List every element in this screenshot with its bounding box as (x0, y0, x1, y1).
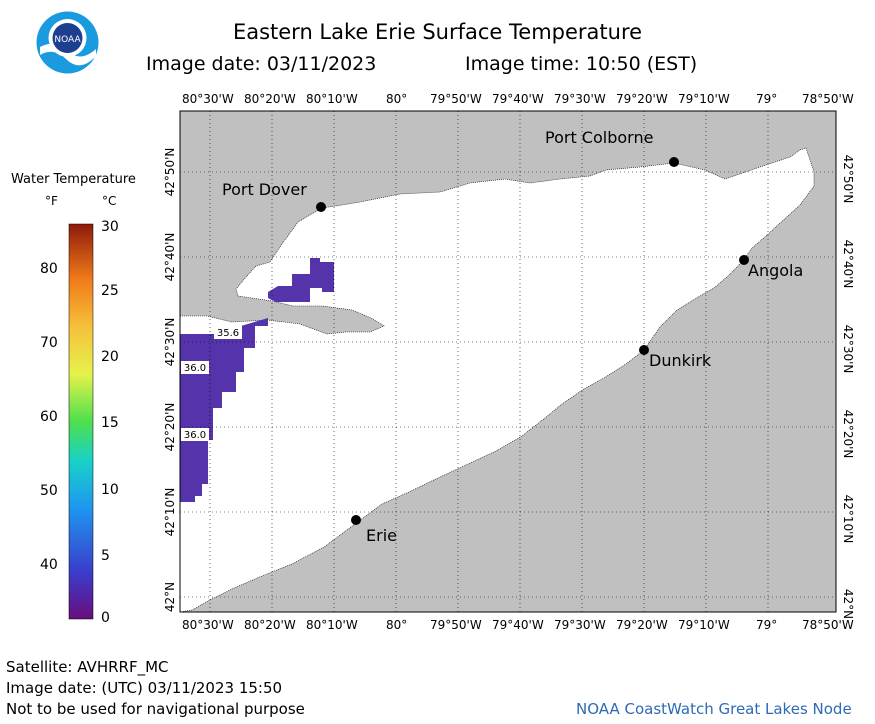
lon-top-4: 80° (386, 92, 408, 106)
lake-water (179, 147, 815, 613)
footer-utc-date: Image date: (UTC) 03/11/2023 15:50 (6, 679, 283, 697)
lon-top-10: 79° (756, 92, 778, 106)
graticule (180, 111, 836, 612)
c-tick-30: 30 (101, 219, 119, 235)
c-tick-0: 0 (101, 610, 110, 626)
label-port-dover: Port Dover (222, 180, 307, 199)
lat-left-1: 42°50'N (163, 147, 177, 197)
lon-bottom-9: 79°10'W (678, 618, 730, 632)
angola-marker (739, 255, 749, 265)
c-tick-15: 15 (101, 415, 119, 431)
lon-top-5: 79°50'W (430, 92, 482, 106)
lon-bottom-7: 79°30'W (554, 618, 606, 632)
map-frame (179, 110, 837, 613)
label-port-colborne: Port Colborne (545, 128, 654, 147)
dunkirk-marker (639, 345, 649, 355)
lon-top-2: 80°20'W (244, 92, 296, 106)
label-erie: Erie (366, 526, 397, 545)
lon-bottom-5: 79°50'W (430, 618, 482, 632)
lat-left-5: 42°10'N (163, 487, 177, 537)
lon-bottom-11: 78°50'W (802, 618, 854, 632)
lon-top-9: 79°10'W (678, 92, 730, 106)
footer-satellite: Satellite: AVHRRF_MC (6, 658, 169, 676)
lon-top-8: 79°20'W (616, 92, 668, 106)
lat-left-4: 42°20'N (163, 402, 177, 452)
label-angola: Angola (748, 261, 804, 280)
f-tick-60: 60 (40, 409, 58, 425)
lat-left-3: 42°30'N (163, 317, 177, 367)
lon-bottom-10: 79° (756, 618, 778, 632)
lon-top-11: 78°50'W (802, 92, 854, 106)
lat-right-2: 42°40'N (841, 239, 855, 289)
lat-right-1: 42°50'N (841, 154, 855, 204)
lon-top-6: 79°40'W (492, 92, 544, 106)
legend-title: Water Temperature (11, 172, 136, 187)
lon-bottom-4: 80° (386, 618, 408, 632)
map-title: Eastern Lake Erie Surface Temperature (232, 20, 643, 44)
lon-bottom-8: 79°20'W (616, 618, 668, 632)
port-colborne-marker (669, 157, 679, 167)
color-scale-bar (68, 223, 94, 620)
lat-left-6: 42°N (163, 581, 177, 613)
lat-right-3: 42°30'N (841, 324, 855, 374)
legend-unit-f: °F (45, 194, 58, 208)
c-tick-20: 20 (101, 349, 119, 365)
f-tick-70: 70 (40, 335, 58, 351)
lon-top-1: 80°30'W (182, 92, 234, 106)
noaa-logo-text: NOAA (54, 35, 81, 45)
image-time: Image time: 10:50 (EST) (465, 53, 698, 75)
lon-top-3: 80°10'W (306, 92, 358, 106)
f-tick-80: 80 (40, 261, 58, 277)
reading-36-0-a: 36.0 (184, 363, 206, 374)
f-tick-40: 40 (40, 557, 58, 573)
temperature-readings: 35.6 36.0 36.0 (181, 326, 242, 441)
lon-bottom-3: 80°10'W (306, 618, 358, 632)
port-dover-marker (316, 202, 326, 212)
noaa-logo: NOAA (36, 11, 99, 74)
lon-bottom-2: 80°20'W (244, 618, 296, 632)
reading-35-6: 35.6 (217, 328, 239, 339)
reading-36-0-b: 36.0 (184, 430, 206, 441)
image-date: Image date: 03/11/2023 (146, 53, 377, 75)
city-markers (316, 157, 749, 525)
footer-credit: NOAA CoastWatch Great Lakes Node (576, 700, 852, 718)
c-tick-10: 10 (101, 482, 119, 498)
lat-right-5: 42°10'N (841, 494, 855, 544)
footer-disclaimer: Not to be used for navigational purpose (6, 700, 305, 718)
f-tick-50: 50 (40, 483, 58, 499)
lon-top-7: 79°30'W (554, 92, 606, 106)
lat-right-4: 42°20'N (841, 409, 855, 459)
lon-bottom-1: 80°30'W (182, 618, 234, 632)
c-tick-5: 5 (101, 548, 110, 564)
lon-bottom-6: 79°40'W (492, 618, 544, 632)
lat-left-2: 42°40'N (163, 232, 177, 282)
lat-right-6: 42°N (841, 588, 855, 620)
erie-marker (351, 515, 361, 525)
legend-unit-c: °C (102, 194, 117, 208)
c-tick-25: 25 (101, 283, 119, 299)
label-dunkirk: Dunkirk (649, 351, 712, 370)
